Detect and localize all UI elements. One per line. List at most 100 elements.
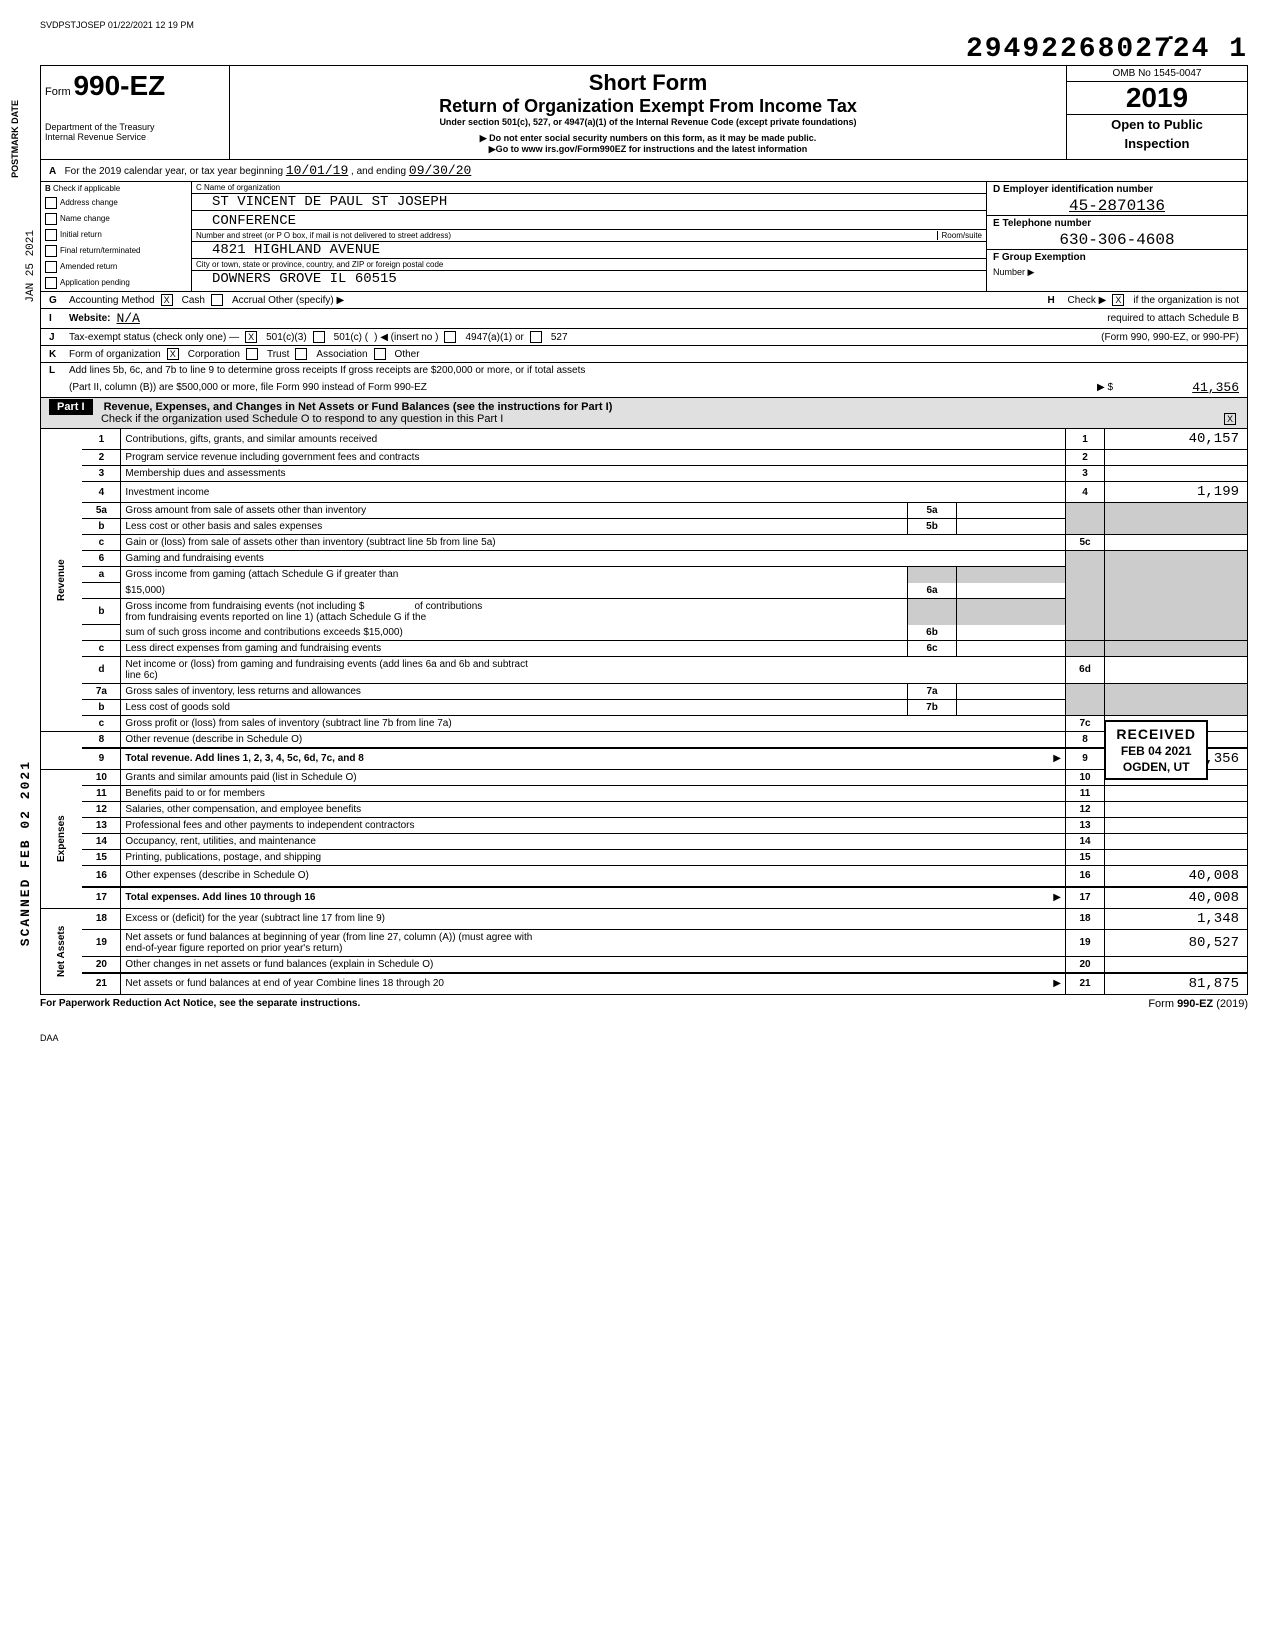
dept-treasury: Department of the Treasury [45, 122, 225, 132]
lbl-association: Association [316, 349, 367, 360]
checkbox-application-pending[interactable] [45, 277, 57, 289]
checkbox-final-return[interactable] [45, 245, 57, 257]
form-label: Form [45, 86, 71, 98]
line-12-amt [1105, 801, 1248, 817]
lbl-corporation: Corporation [188, 349, 240, 360]
line-6c-desc: Less direct expenses from gaming and fun… [121, 640, 908, 656]
line-9: 9Total revenue. Add lines 1, 2, 3, 4, 5c… [41, 748, 1248, 770]
row-l-1: L Add lines 5b, 6c, and 7b to line 9 to … [40, 363, 1248, 378]
line-13: 13Professional fees and other payments t… [41, 817, 1248, 833]
section-b-c-d: B Check if applicable Address change Nam… [40, 182, 1248, 292]
line-5c: cGain or (loss) from sale of assets othe… [41, 535, 1248, 551]
checkbox-accrual[interactable] [211, 294, 223, 306]
line-6d-desc2: line 6c) [125, 670, 157, 681]
h-check-text: Check ▶ [1068, 295, 1107, 306]
open-public-1: Open to Public [1067, 115, 1247, 134]
footer-left: For Paperwork Reduction Act Notice, see … [40, 998, 360, 1010]
line-4: 4Investment income41,199 [41, 482, 1248, 503]
line-17-amt: 40,008 [1105, 887, 1248, 909]
checkbox-other[interactable] [374, 348, 386, 360]
checkbox-4947[interactable] [444, 331, 456, 343]
ein-label: D Employer identification number [987, 182, 1247, 197]
received-label: RECEIVED [1116, 726, 1196, 742]
l-arrow: ▶ $ [1097, 382, 1113, 393]
footer-right: Form 990-EZ (2019) [1148, 998, 1248, 1010]
lbl-insert: ) ◀ (insert no ) [374, 332, 438, 343]
row-a-tax-year: A For the 2019 calendar year, or tax yea… [40, 160, 1248, 182]
footer: For Paperwork Reduction Act Notice, see … [40, 995, 1248, 1013]
line-1-amt: 40,157 [1105, 429, 1248, 450]
lbl-cash: Cash [182, 295, 205, 306]
line-18-amt: 1,348 [1105, 908, 1248, 929]
tel-value: 630-306-4608 [987, 231, 1247, 250]
checkbox-amended-return[interactable] [45, 261, 57, 273]
org-address: 4821 HIGHLAND AVENUE [192, 242, 986, 259]
scanned-label: SCANNED FEB 02 2021 [18, 760, 33, 946]
line-3-amt [1105, 466, 1248, 482]
org-name-label: C Name of organization [192, 182, 986, 194]
line-19-desc: Net assets or fund balances at beginning… [125, 932, 532, 943]
received-date: FEB 04 2021 [1116, 744, 1196, 758]
line-10: Expenses 10Grants and similar amounts pa… [41, 769, 1248, 785]
checkbox-schedule-o[interactable]: X [1224, 413, 1236, 425]
line-6: 6Gaming and fundraising events [41, 551, 1248, 567]
lbl-4947: 4947(a)(1) or [465, 332, 523, 343]
daa-label: DAA [40, 1033, 1248, 1043]
checkbox-trust[interactable] [246, 348, 258, 360]
line-18: Net Assets 18Excess or (deficit) for the… [41, 908, 1248, 929]
group-label: F Group Exemption [987, 250, 1247, 265]
part-1-check-text: Check if the organization used Schedule … [101, 413, 503, 425]
line-13-desc: Professional fees and other payments to … [121, 817, 1066, 833]
checkbox-corporation[interactable]: X [167, 348, 179, 360]
form-title-sub: Return of Organization Exempt From Incom… [234, 96, 1062, 117]
checkbox-association[interactable] [295, 348, 307, 360]
tax-exempt-label: Tax-exempt status (check only one) — [69, 332, 239, 343]
postmark-label: POSTMARK DATE [10, 100, 20, 178]
checkbox-name-change[interactable] [45, 213, 57, 225]
gross-receipts: 41,356 [1119, 380, 1239, 395]
line-7a: 7aGross sales of inventory, less returns… [41, 683, 1248, 699]
checkbox-address-change[interactable] [45, 197, 57, 209]
checkbox-527[interactable] [530, 331, 542, 343]
checkbox-schedule-b[interactable]: X [1112, 294, 1124, 306]
line-21: 21Net assets or fund balances at end of … [41, 973, 1248, 995]
line-17-desc: Total expenses. Add lines 10 through 16 [125, 892, 315, 903]
line-14-amt [1105, 833, 1248, 849]
checkbox-cash[interactable]: X [161, 294, 173, 306]
checkbox-initial-return[interactable] [45, 229, 57, 241]
line-5a-desc: Gross amount from sale of assets other t… [121, 503, 908, 519]
line-21-desc: Net assets or fund balances at end of ye… [125, 978, 444, 989]
omb-number: OMB No 1545-0047 [1067, 66, 1247, 82]
line-21-amt: 81,875 [1105, 973, 1248, 995]
line-14: 14Occupancy, rent, utilities, and mainte… [41, 833, 1248, 849]
line-6b-desc: Gross income from fundraising events (no… [125, 601, 364, 612]
line-11: 11Benefits paid to or for members11 [41, 785, 1248, 801]
ein-value: 45-2870136 [987, 197, 1247, 216]
form-subtitle-1: Under section 501(c), 527, or 4947(a)(1)… [234, 117, 1062, 127]
lbl-application-pending: Application pending [60, 278, 130, 287]
line-6d-amt [1105, 656, 1248, 683]
revenue-side-label: Revenue [41, 429, 83, 731]
revenue-expense-table: Revenue 1Contributions, gifts, grants, a… [40, 429, 1248, 995]
tax-year: 2019 [1067, 82, 1247, 115]
line-19: 19Net assets or fund balances at beginni… [41, 929, 1248, 956]
line-20: 20Other changes in net assets or fund ba… [41, 956, 1248, 973]
tel-label: E Telephone number [987, 216, 1247, 231]
checkbox-501c[interactable] [313, 331, 325, 343]
postmark-date: JAN 25 2021 [25, 230, 37, 303]
line-14-desc: Occupancy, rent, utilities, and maintena… [121, 833, 1066, 849]
form-header-center: Short Form Return of Organization Exempt… [230, 66, 1066, 159]
column-b: B Check if applicable Address change Nam… [41, 182, 192, 291]
line-6b-desc4: sum of such gross income and contributio… [121, 625, 908, 641]
form-subtitle-2: ▶ Do not enter social security numbers o… [234, 133, 1062, 144]
group-label-2: Number ▶ [987, 265, 1247, 280]
addr-label: Number and street (or P O box, if mail i… [196, 231, 937, 240]
received-location: OGDEN, UT [1116, 760, 1196, 774]
checkbox-501c3[interactable]: X [245, 331, 257, 343]
row-i: I Website: N/A required to attach Schedu… [40, 309, 1248, 329]
netassets-side-label: Net Assets [41, 908, 83, 994]
column-d-e-f: D Employer identification number 45-2870… [987, 182, 1247, 291]
line-4-amt: 1,199 [1105, 482, 1248, 503]
line-2-amt [1105, 450, 1248, 466]
website-value: N/A [117, 311, 140, 326]
